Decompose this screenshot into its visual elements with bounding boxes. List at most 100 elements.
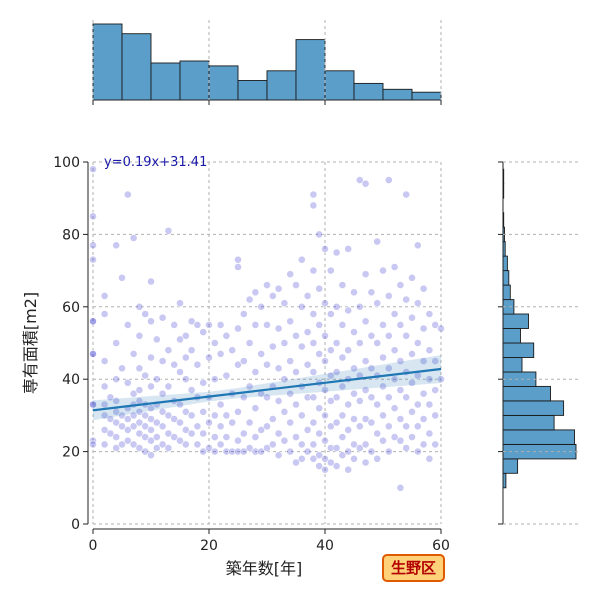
- data-point: [187, 386, 196, 394]
- data-point: [181, 407, 190, 416]
- data-point: [350, 328, 358, 336]
- data-point: [112, 241, 121, 250]
- data-point: [297, 440, 306, 449]
- data-point: [315, 230, 324, 239]
- data-point: [158, 313, 167, 322]
- data-point: [303, 425, 312, 434]
- data-point: [413, 447, 422, 456]
- top-histogram-bar: [324, 70, 355, 101]
- data-point: [89, 349, 97, 358]
- data-point: [315, 404, 324, 413]
- data-point: [344, 400, 353, 409]
- data-point: [384, 176, 393, 184]
- y-tick-label: 20: [62, 445, 80, 461]
- data-point: [332, 339, 341, 347]
- data-point: [147, 382, 155, 391]
- data-point: [268, 440, 277, 449]
- data-point: [106, 393, 115, 402]
- data-point: [367, 364, 376, 373]
- data-point: [135, 364, 144, 373]
- top-histogram-bar: [382, 88, 413, 101]
- data-point: [164, 226, 173, 235]
- data-point: [112, 418, 121, 427]
- data-point: [164, 429, 173, 438]
- data-point: [239, 310, 248, 318]
- data-point: [135, 386, 144, 394]
- data-point: [280, 407, 289, 416]
- data-point: [123, 320, 132, 329]
- data-point: [286, 317, 295, 326]
- data-point: [245, 339, 254, 347]
- data-point: [170, 360, 179, 369]
- data-point: [350, 415, 358, 423]
- data-point: [355, 422, 364, 431]
- data-point: [332, 368, 341, 376]
- data-point: [123, 415, 132, 423]
- data-point: [315, 284, 324, 293]
- data-point: [402, 190, 411, 199]
- data-point: [89, 317, 97, 326]
- data-point: [210, 447, 219, 456]
- data-point: [332, 418, 341, 427]
- data-point: [321, 465, 329, 474]
- data-point: [373, 429, 382, 438]
- data-point: [141, 371, 150, 380]
- x-axis-title: 築年数[年]: [226, 559, 303, 578]
- data-point: [361, 317, 370, 326]
- data-point: [384, 331, 393, 340]
- data-point: [251, 288, 260, 297]
- right-histogram-bar: [502, 385, 551, 402]
- data-point: [210, 375, 219, 384]
- data-point: [251, 433, 260, 441]
- data-point: [274, 364, 283, 373]
- data-point: [123, 425, 132, 434]
- main-grid: [92, 161, 442, 525]
- data-point: [413, 241, 422, 250]
- data-point: [216, 349, 225, 358]
- data-point: [152, 335, 161, 344]
- data-point: [176, 368, 184, 376]
- data-point: [257, 447, 266, 456]
- data-point: [292, 458, 300, 467]
- data-point: [315, 429, 324, 438]
- data-point: [135, 418, 144, 427]
- data-point: [112, 433, 121, 441]
- data-point: [338, 382, 347, 391]
- data-point: [309, 339, 318, 347]
- data-point: [326, 266, 335, 275]
- data-point: [176, 299, 184, 308]
- x-tick-label: 0: [89, 538, 98, 554]
- data-point: [123, 378, 132, 387]
- data-point: [100, 310, 109, 318]
- top-histogram-bar: [295, 39, 326, 101]
- data-point: [118, 440, 126, 449]
- data-point: [309, 418, 318, 427]
- data-point: [408, 349, 416, 358]
- data-point: [176, 418, 184, 427]
- data-point: [350, 288, 358, 297]
- data-point: [321, 386, 329, 394]
- data-point: [303, 393, 312, 402]
- data-point: [361, 440, 370, 449]
- top-histogram-bar: [150, 62, 181, 101]
- data-point: [379, 436, 387, 445]
- data-point: [89, 400, 97, 409]
- data-point: [326, 444, 335, 452]
- data-point: [419, 357, 428, 365]
- data-point: [344, 447, 353, 456]
- data-point: [158, 407, 167, 416]
- data-point: [292, 433, 300, 441]
- data-point: [344, 244, 353, 253]
- data-point: [402, 444, 411, 452]
- data-point: [129, 349, 138, 358]
- data-point: [234, 436, 242, 445]
- data-point: [361, 458, 370, 467]
- data-point: [199, 328, 208, 336]
- data-point: [355, 176, 364, 184]
- data-point: [303, 360, 312, 369]
- data-point: [100, 425, 109, 434]
- top-histogram-bar: [121, 33, 152, 101]
- data-point: [216, 422, 225, 431]
- x-tick-label: 20: [200, 538, 218, 554]
- data-point: [402, 295, 411, 304]
